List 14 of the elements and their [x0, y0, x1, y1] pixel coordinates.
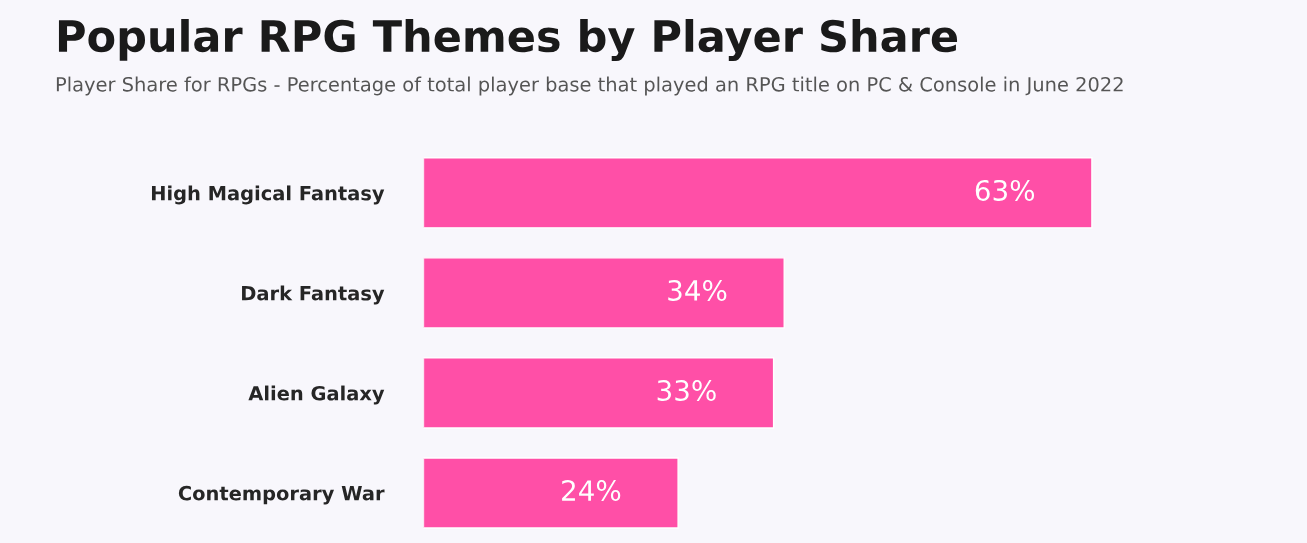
data-label: 24% [562, 480, 621, 502]
data-label: 33% [657, 379, 716, 401]
y-tick-label: Contemporary War [178, 485, 385, 505]
bar [423, 257, 785, 329]
data-label: 63% [975, 179, 1035, 201]
y-tick-label: Dark Fantasy [242, 285, 385, 305]
y-tick-label: High Magical Fantasy [151, 185, 385, 205]
y-tick-label: Alien Galaxy [248, 385, 385, 405]
bar [423, 457, 679, 529]
chart-title: Popular RPG Themes by Player Share [58, 19, 958, 61]
chart-subtitle: Player Share for RPGs - Percentage of total player base that played an RPG title on PC & Console in June 2022 [56, 76, 1123, 96]
data-label: 34% [668, 279, 727, 301]
bar [423, 357, 775, 429]
bar [423, 157, 1093, 229]
